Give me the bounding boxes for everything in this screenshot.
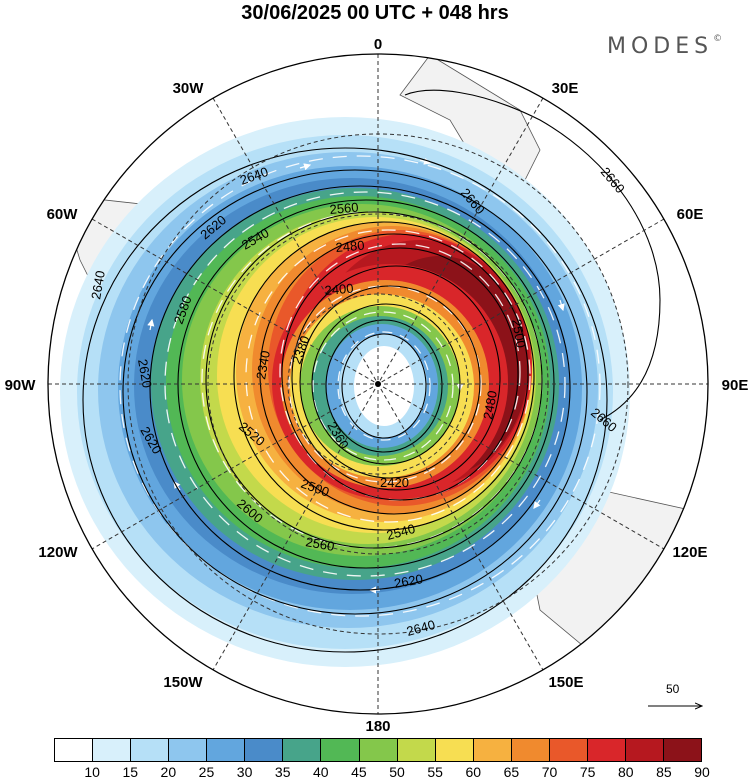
colorbar-level-label: 55 bbox=[427, 764, 443, 780]
south-pole-marker bbox=[375, 381, 381, 387]
contour-label: 2340 bbox=[253, 349, 273, 380]
lon-label-120e: 120E bbox=[672, 544, 707, 561]
contour-label: 2640 bbox=[405, 617, 437, 639]
brand-logo: MODES© bbox=[607, 34, 722, 59]
map-title: 30/06/2025 00 UTC + 048 hrs bbox=[241, 2, 509, 24]
colorbar-level-label: 65 bbox=[503, 764, 520, 780]
contour-label: 2400 bbox=[324, 281, 354, 298]
contour-label: 2560 bbox=[304, 534, 335, 554]
lon-label-180: 180 bbox=[365, 718, 390, 735]
map-disk bbox=[48, 54, 708, 714]
colorbar-swatch bbox=[93, 739, 132, 761]
lon-label-150w: 150W bbox=[163, 674, 203, 691]
reference-vector-label: 50 bbox=[666, 682, 680, 696]
colorbar-level-label: 75 bbox=[579, 764, 596, 780]
contour-label: 2420 bbox=[380, 475, 409, 490]
colorbar-swatch bbox=[473, 739, 512, 761]
lon-label-0: 0 bbox=[374, 36, 382, 53]
lon-label-30e: 30E bbox=[552, 80, 579, 97]
colorbar-swatch bbox=[359, 739, 398, 761]
colorbar-swatch bbox=[664, 739, 702, 761]
contour-label: 2640 bbox=[88, 269, 108, 300]
lon-label-90w: 90W bbox=[5, 377, 37, 394]
contour-label: 2540 bbox=[385, 521, 417, 543]
colorbar-level-label: 70 bbox=[541, 764, 558, 780]
colorbar-swatch bbox=[397, 739, 436, 761]
colorbar-swatch bbox=[321, 739, 360, 761]
colorbar-level-label: 25 bbox=[198, 764, 215, 780]
contour-label: 2500 bbox=[509, 318, 529, 349]
colorbar-level-label: 30 bbox=[236, 764, 253, 780]
colorbar-swatch bbox=[625, 739, 664, 761]
colorbar-level-label: 85 bbox=[656, 764, 672, 780]
lon-label-90e: 90E bbox=[722, 377, 749, 394]
colorbar-swatch bbox=[283, 739, 322, 761]
colorbar-level-label: 80 bbox=[617, 764, 634, 780]
colorbar-swatch bbox=[245, 739, 284, 761]
colorbar-swatch bbox=[511, 739, 550, 761]
lon-label-30w: 30W bbox=[173, 80, 205, 97]
lon-label-120w: 120W bbox=[38, 544, 78, 561]
colorbar-level-label: 40 bbox=[313, 764, 329, 780]
lon-label-60w: 60W bbox=[47, 206, 79, 223]
colorbar-swatch bbox=[55, 739, 94, 761]
map-boundary bbox=[47, 53, 709, 715]
colorbar-swatch bbox=[549, 739, 588, 761]
brand-mark: © bbox=[713, 34, 723, 44]
colorbar-swatch bbox=[435, 739, 474, 761]
colorbar-level-label: 60 bbox=[465, 764, 482, 780]
colorbar-swatch bbox=[207, 739, 246, 761]
height-contours bbox=[82, 89, 661, 653]
colorbar-level-label: 35 bbox=[274, 764, 291, 780]
colorbar-swatch bbox=[169, 739, 208, 761]
colorbar-level-label: 10 bbox=[84, 764, 100, 780]
colorbar-level-label: 20 bbox=[160, 764, 177, 780]
contour-label: 2480 bbox=[480, 389, 500, 420]
brand-name: MODES bbox=[607, 34, 714, 59]
core-band-10 bbox=[354, 346, 414, 426]
contour-label: 2620 bbox=[393, 571, 424, 591]
colorbar-level-label: 15 bbox=[122, 764, 139, 780]
colorbar-level-label: 90 bbox=[694, 764, 710, 780]
contour-label: 2620 bbox=[135, 358, 155, 389]
longitude-labels: 0 30E 60E 90E 120E 150E 180 150W 120W 90… bbox=[5, 36, 749, 735]
lon-label-150e: 150E bbox=[548, 674, 583, 691]
colorbar-level-label: 45 bbox=[351, 764, 367, 780]
colorbar-labels: 10 15 20 25 30 35 40 45 50 55 60 65 70 75 80 85 90 bbox=[54, 764, 709, 782]
contour-label: 2560 bbox=[329, 200, 359, 217]
lon-label-60e: 60E bbox=[677, 206, 704, 223]
colorbar bbox=[54, 738, 702, 762]
colorbar-swatch bbox=[131, 739, 170, 761]
colorbar-level-label: 50 bbox=[389, 764, 405, 780]
colorbar-swatch bbox=[587, 739, 626, 761]
contour-label: 2480 bbox=[335, 238, 365, 255]
polar-map: 0 30E 60E 90E 120E 150E 180 150W 120W 90… bbox=[5, 36, 749, 735]
